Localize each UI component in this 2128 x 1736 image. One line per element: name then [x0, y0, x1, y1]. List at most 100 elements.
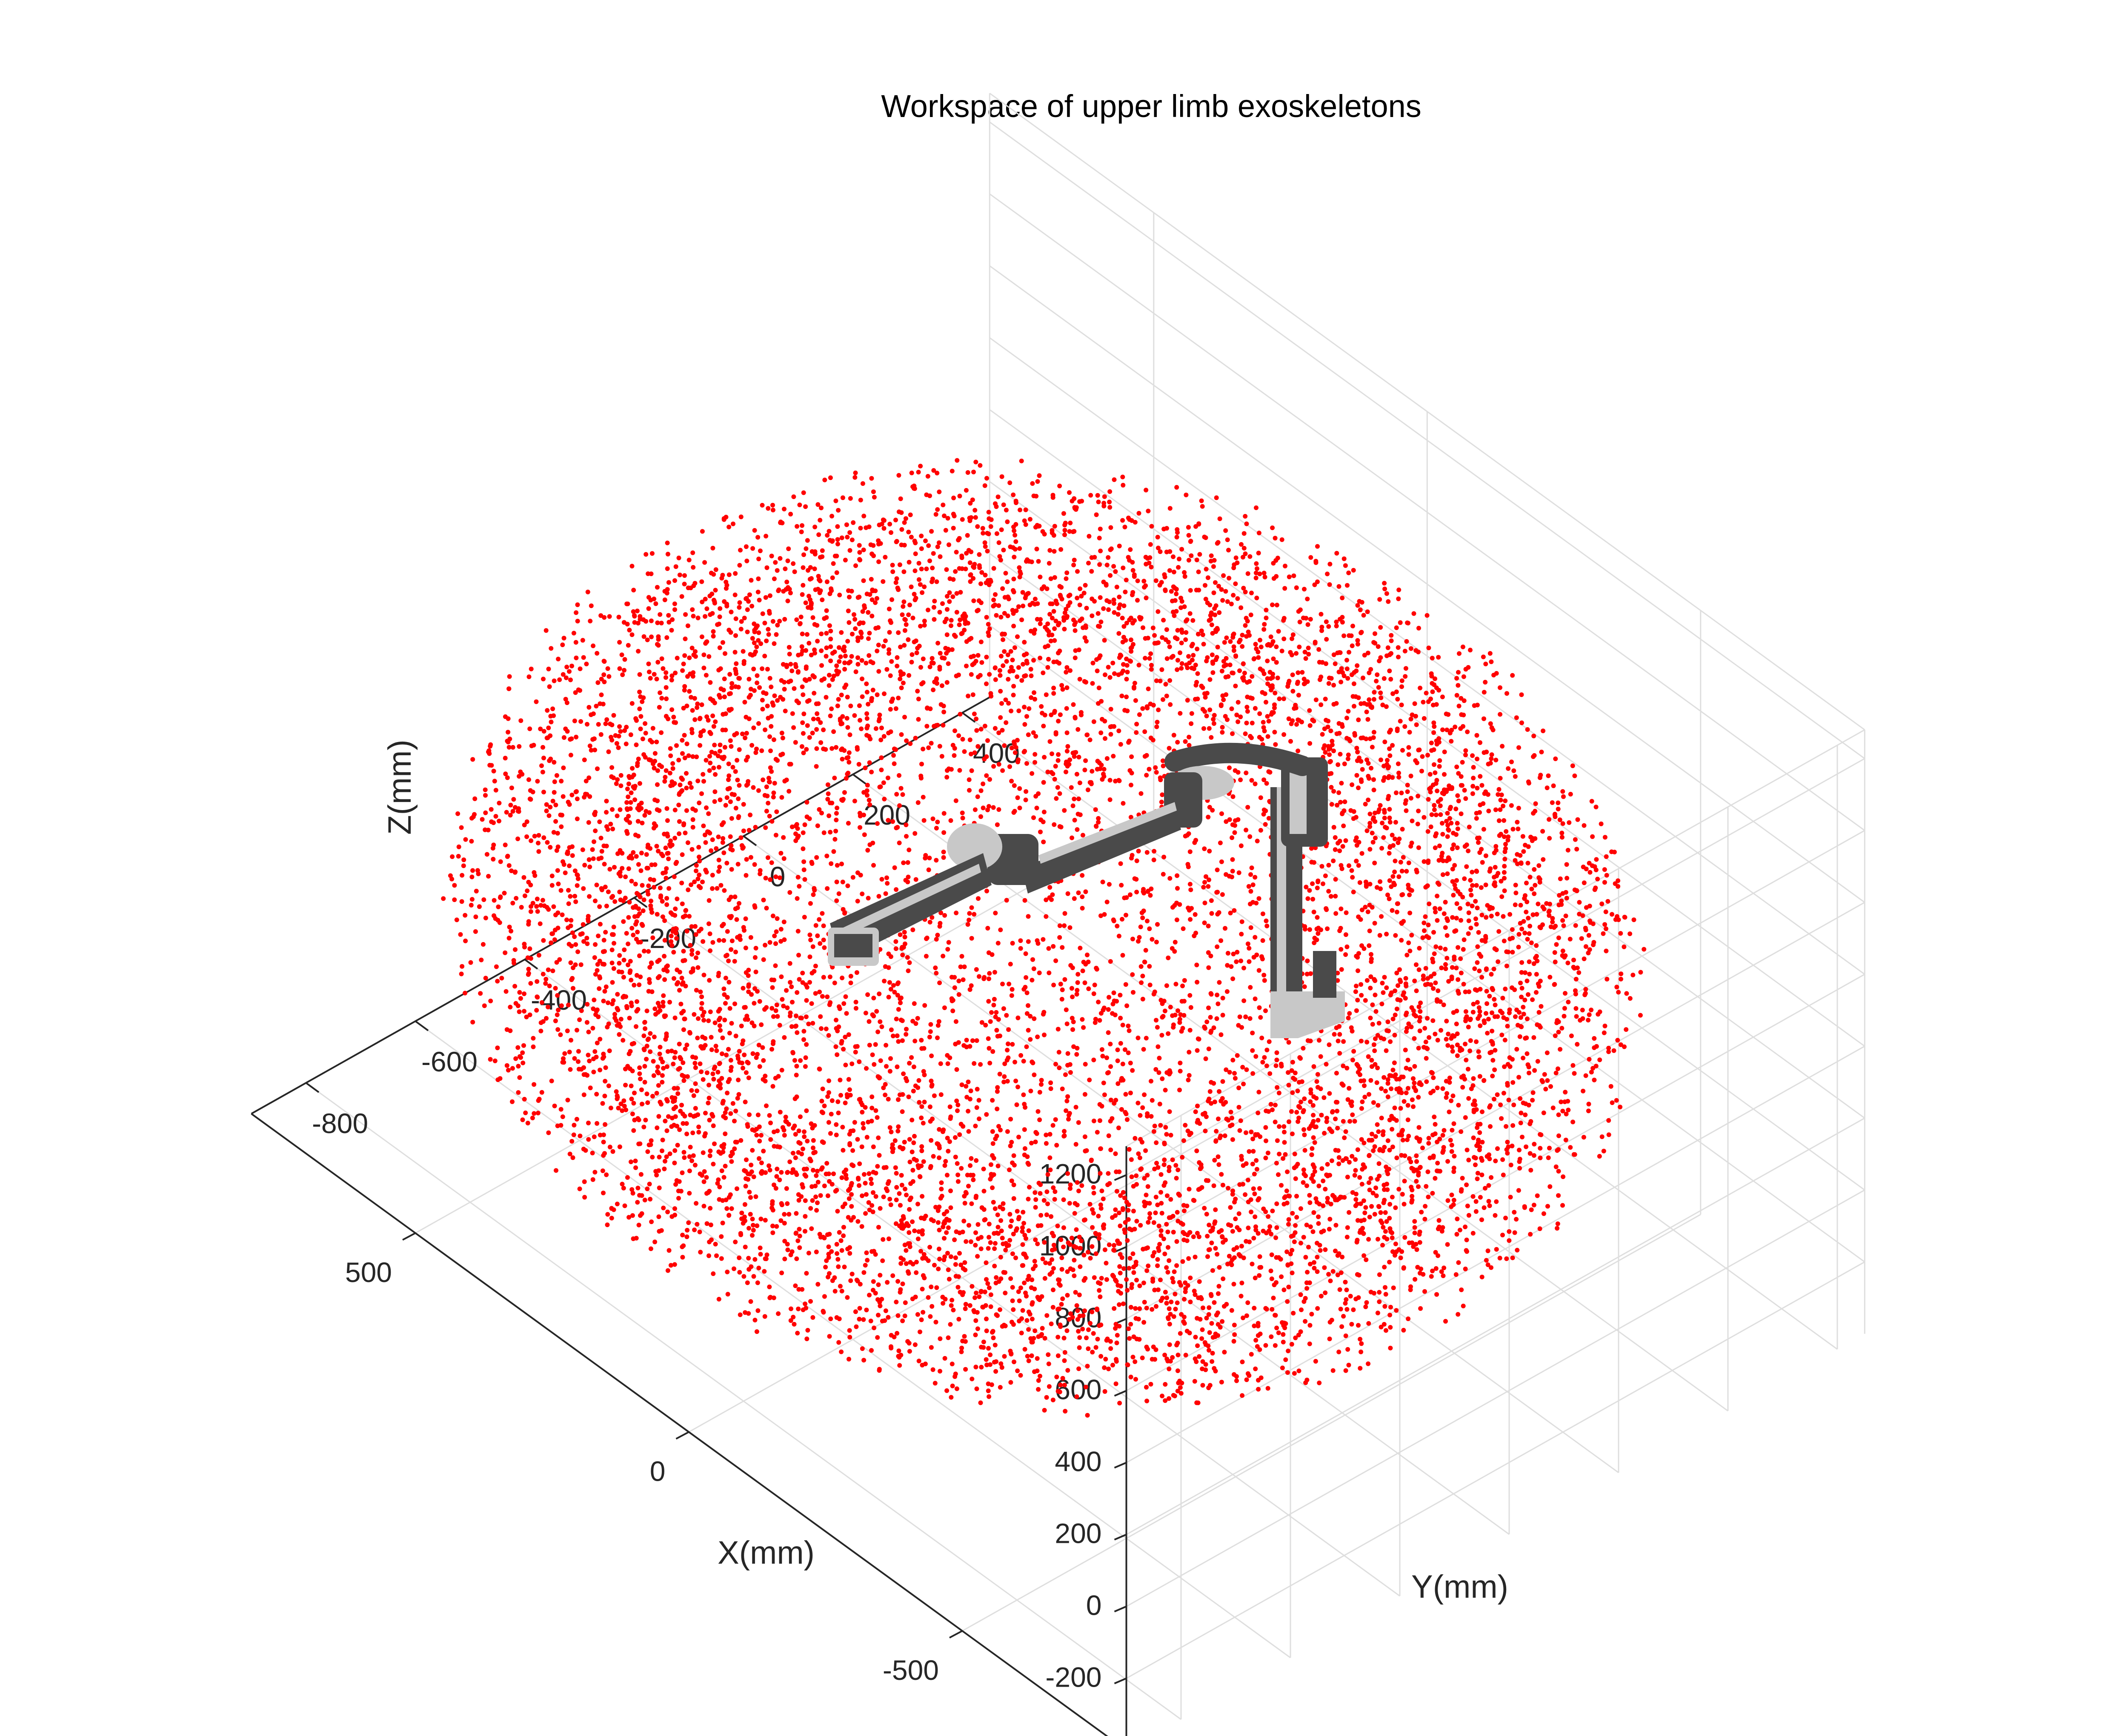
workspace-point [902, 542, 907, 548]
workspace-point [1206, 814, 1211, 819]
workspace-point [801, 565, 806, 570]
workspace-point [604, 903, 609, 908]
workspace-point [1405, 1086, 1410, 1091]
workspace-point [1097, 1288, 1102, 1293]
workspace-point [1302, 927, 1307, 932]
workspace-point [995, 1034, 1000, 1039]
workspace-point [962, 1260, 967, 1265]
workspace-point [1486, 1183, 1491, 1188]
workspace-point [792, 1322, 797, 1327]
workspace-point [569, 918, 574, 923]
workspace-point [672, 1160, 677, 1165]
workspace-point [1463, 1042, 1468, 1047]
workspace-point [687, 781, 692, 786]
workspace-point [576, 1059, 581, 1064]
workspace-point [814, 764, 819, 769]
workspace-point [1387, 1202, 1393, 1207]
workspace-point [1405, 1057, 1410, 1062]
workspace-point [1393, 988, 1398, 994]
workspace-point [1220, 725, 1225, 730]
workspace-point [782, 1133, 787, 1138]
workspace-point [1186, 525, 1191, 530]
workspace-point [664, 866, 669, 871]
workspace-point [1091, 1185, 1096, 1190]
workspace-point [1182, 570, 1187, 575]
workspace-point [1193, 912, 1198, 917]
workspace-point [1052, 822, 1057, 827]
workspace-point [1071, 1019, 1076, 1025]
workspace-point [881, 1165, 887, 1170]
workspace-point [1308, 1039, 1313, 1043]
workspace-point [1420, 754, 1425, 759]
workspace-point [831, 674, 836, 679]
workspace-point [884, 1043, 889, 1048]
workspace-point [1359, 982, 1364, 987]
workspace-point [1355, 750, 1360, 754]
workspace-point [1367, 1214, 1372, 1219]
workspace-point [783, 1114, 788, 1119]
workspace-point [578, 719, 583, 724]
workspace-point [1107, 489, 1113, 494]
workspace-point [1193, 662, 1198, 668]
workspace-point [584, 936, 589, 941]
workspace-point [607, 1145, 612, 1150]
workspace-point [919, 1104, 924, 1109]
workspace-point [987, 1222, 992, 1227]
workspace-point [1125, 1238, 1130, 1243]
workspace-point [575, 797, 580, 801]
workspace-point [986, 1036, 991, 1041]
workspace-point [846, 1077, 851, 1082]
workspace-point [585, 722, 589, 727]
workspace-point [1120, 616, 1125, 621]
workspace-point [818, 740, 824, 745]
workspace-point [1081, 591, 1087, 596]
workspace-point [802, 822, 807, 827]
workspace-point [794, 1064, 799, 1069]
workspace-point [621, 957, 626, 962]
workspace-point [1402, 648, 1407, 654]
workspace-point [1085, 1413, 1090, 1418]
workspace-point [1489, 1050, 1494, 1055]
workspace-point [1282, 1140, 1287, 1145]
workspace-point [1130, 937, 1135, 942]
workspace-point [1130, 972, 1135, 977]
workspace-point [1006, 597, 1011, 602]
workspace-point [1291, 573, 1296, 578]
workspace-point [683, 637, 688, 641]
workspace-point [918, 582, 923, 587]
workspace-point [1176, 1008, 1180, 1013]
workspace-point [1056, 719, 1061, 724]
workspace-point [1528, 834, 1533, 839]
workspace-point [1413, 1277, 1418, 1282]
workspace-point [889, 1027, 894, 1032]
workspace-point [1099, 1047, 1104, 1052]
workspace-point [1346, 1016, 1351, 1020]
workspace-point [943, 528, 948, 533]
workspace-point [1353, 1168, 1358, 1173]
workspace-point [699, 1069, 704, 1074]
workspace-point [1404, 639, 1409, 644]
workspace-point [1059, 585, 1064, 590]
workspace-point [1493, 1048, 1498, 1053]
workspace-point [1353, 989, 1358, 994]
workspace-point [1373, 1134, 1378, 1139]
workspace-point [1376, 644, 1381, 649]
workspace-point [701, 772, 706, 777]
workspace-point [1438, 797, 1443, 802]
workspace-point [757, 999, 762, 1004]
workspace-point [768, 1137, 773, 1142]
workspace-point [1026, 732, 1031, 737]
workspace-point [1384, 985, 1389, 990]
workspace-point [1438, 945, 1443, 951]
workspace-point [898, 1017, 904, 1022]
workspace-point [823, 1265, 828, 1270]
workspace-point [1206, 1312, 1211, 1317]
workspace-point [1140, 706, 1145, 711]
workspace-point [1244, 1067, 1249, 1072]
workspace-point [506, 686, 512, 691]
workspace-point [718, 883, 724, 888]
workspace-point [796, 1128, 801, 1134]
workspace-point [832, 837, 838, 842]
workspace-point [635, 819, 641, 824]
workspace-point [1377, 1299, 1382, 1304]
